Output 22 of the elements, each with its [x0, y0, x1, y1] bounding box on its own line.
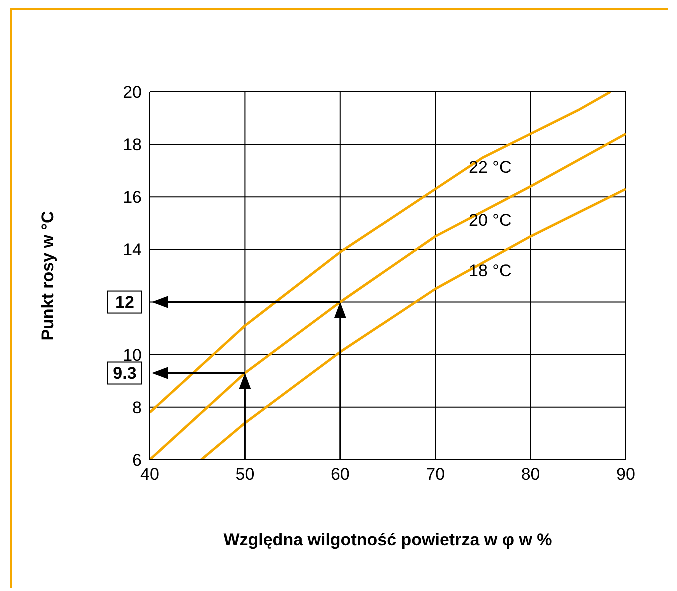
x-tick-label: 90: [616, 465, 636, 484]
y-tick-label: 18: [123, 136, 142, 155]
y-tick-label: 6: [132, 451, 142, 470]
x-tick-label: 80: [521, 465, 540, 484]
y-tick-label: 16: [123, 188, 142, 208]
x-axis-title: Względna wilgotność powietrza w φ w %: [224, 530, 552, 550]
text: 9.3: [113, 364, 137, 383]
line-series: [200, 188, 626, 460]
x-tick-label: 40: [140, 465, 160, 484]
y-tick-label: 14: [123, 240, 142, 260]
x-tick-label: 60: [330, 465, 350, 484]
text: 12: [116, 292, 134, 312]
y-tick-label: 10: [123, 346, 142, 365]
y-axis-title: Punkt rosy w °C: [38, 211, 58, 341]
line-series: [150, 92, 612, 414]
series-label: 20 °C: [469, 211, 512, 230]
series-label: 18 °C: [469, 262, 512, 281]
y-tick-label: 8: [132, 398, 142, 418]
x-tick-label: 70: [426, 465, 446, 484]
y-tick-label: 20: [123, 83, 142, 102]
x-tick-label: 50: [236, 465, 255, 484]
series-label: 22 °C: [469, 158, 512, 177]
